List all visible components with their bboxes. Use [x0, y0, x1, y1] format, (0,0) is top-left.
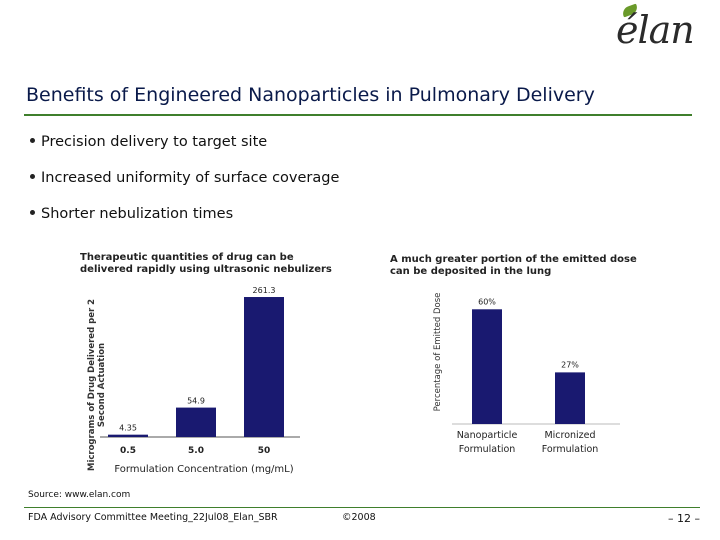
chart1-ylabel-line2: Second Actuation [97, 343, 107, 427]
chart2-bar [472, 309, 502, 424]
chart2-caption: A much greater portion of the emitted do… [390, 254, 637, 278]
logo-text: élan [616, 8, 695, 52]
chart1-caption-line1: Therapeutic quantities of drug can be [80, 252, 294, 263]
chart1-bar [244, 297, 284, 437]
elan-logo: élan [616, 3, 696, 52]
source-note: Source: www.elan.com [28, 490, 131, 500]
chart2-caption-line2: can be deposited in the lung [390, 266, 552, 277]
chart1-value-label: 261.3 [253, 286, 276, 295]
bullet-item: Shorter nebulization times [30, 206, 233, 222]
chart1-value-label: 4.35 [119, 424, 137, 433]
chart2-value-label: 60% [478, 297, 496, 306]
bullet-item: Precision delivery to target site [30, 134, 267, 150]
bullet-text: Increased uniformity of surface coverage [41, 170, 340, 186]
chart2-bar [555, 372, 585, 424]
emitted-dose-bar-chart: Percentage of Emitted Dose 60% Nanopartic… [433, 293, 620, 455]
chart1-tick-label: 5.0 [188, 446, 204, 456]
chart2-tick-label: Micronized [544, 430, 595, 441]
chart2-caption-line1: A much greater portion of the emitted do… [390, 254, 637, 265]
bullet-dot-icon [30, 173, 35, 179]
slide-title: Benefits of Engineered Nanoparticles in … [26, 84, 595, 106]
bullet-item: Increased uniformity of surface coverage [30, 170, 339, 186]
chart2-value-label: 27% [561, 360, 579, 369]
chart2-ylabel: Percentage of Emitted Dose [433, 293, 443, 412]
bullet-text: Shorter nebulization times [41, 206, 234, 222]
chart1-caption-line2: delivered rapidly using ultrasonic nebul… [80, 264, 332, 275]
chart1-ylabel-line1: Micrograms of Drug Delivered per 2 [87, 299, 97, 471]
chart1-bar [108, 434, 148, 437]
concentration-bar-chart: Micrograms of Drug Delivered per 2 Secon… [87, 286, 300, 475]
bullet-dot-icon [30, 137, 35, 143]
footer-page-number: – 12 – [668, 512, 700, 525]
footer-meeting: FDA Advisory Committee Meeting_22Jul08_E… [28, 512, 278, 523]
chart2-tick-label: Nanoparticle [457, 430, 518, 441]
bullet-text: Precision delivery to target site [41, 134, 268, 150]
chart2-tick-label: Formulation [459, 444, 516, 455]
chart1-caption: Therapeutic quantities of drug can be de… [80, 252, 332, 276]
chart1-tick-label: 50 [258, 446, 271, 456]
footer-copyright: ©2008 [342, 512, 376, 523]
chart1-bar [176, 407, 216, 437]
footer-divider [24, 507, 700, 508]
chart1-tick-label: 0.5 [120, 446, 136, 456]
chart2-tick-label: Formulation [542, 444, 599, 455]
title-divider [24, 114, 692, 116]
chart1-value-label: 54.9 [187, 397, 205, 406]
bullet-dot-icon [30, 209, 35, 215]
chart1-xlabel: Formulation Concentration (mg/mL) [114, 464, 293, 475]
